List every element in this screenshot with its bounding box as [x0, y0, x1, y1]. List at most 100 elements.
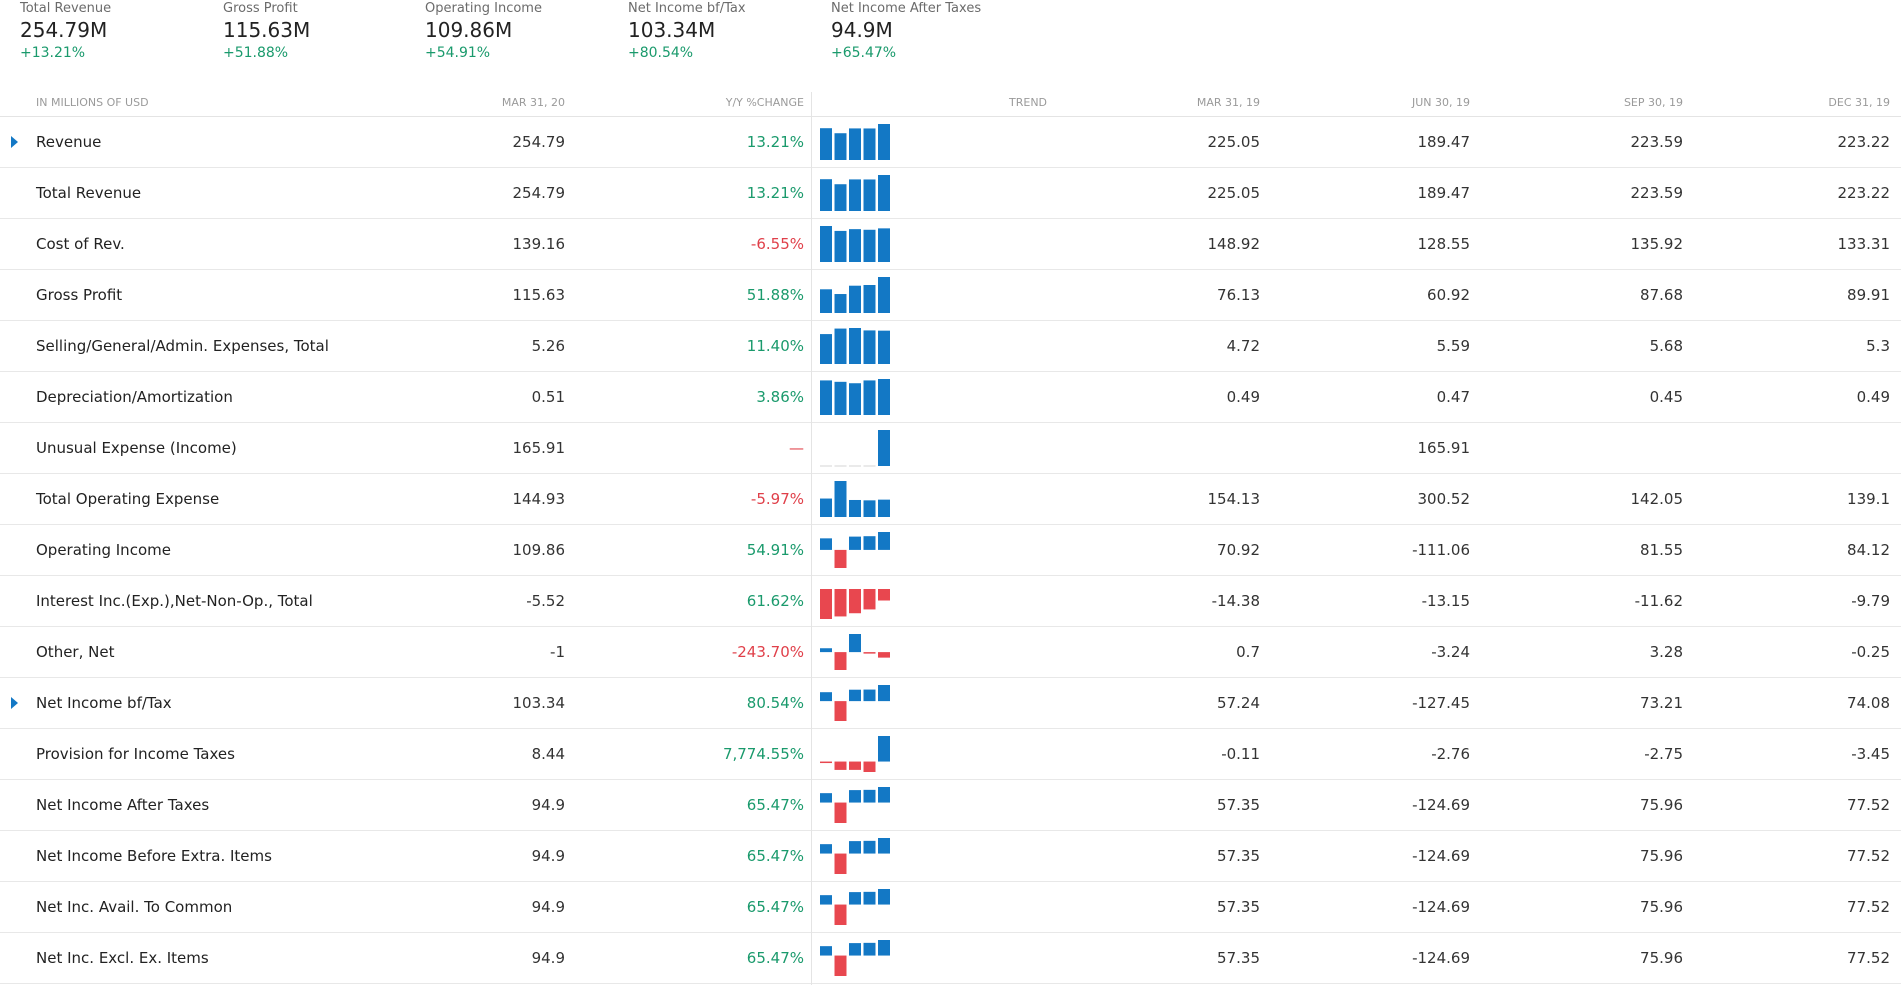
yoy-change: 51.88% [746, 286, 804, 304]
trend-bar [878, 736, 890, 762]
row-label: Total Operating Expense [36, 490, 220, 508]
summary-value: 103.34M [628, 18, 716, 42]
trend-sparkline [820, 430, 890, 467]
q2-value: 5.59 [1436, 337, 1470, 355]
trend-baseline [834, 465, 847, 467]
header-yoy-change[interactable]: Y/Y %CHANGE [725, 96, 804, 109]
trend-bar [834, 904, 847, 925]
q1-value: 57.35 [1217, 847, 1260, 865]
current-value: 165.91 [512, 439, 566, 457]
trend-bar [863, 330, 876, 364]
table-row[interactable]: Net Income bf/Tax 103.34 80.54% 57.24 -127.4… [0, 678, 1901, 729]
table-row[interactable]: Net Income After Taxes 94.9 65.47% 57.35 -12… [0, 780, 1901, 831]
q3-value: 75.96 [1640, 949, 1683, 967]
trend-bar [820, 226, 832, 262]
summary-item: Operating Income 109.86M +54.91% [425, 0, 542, 64]
q2-value: -2.76 [1431, 745, 1470, 763]
trend-bar [820, 179, 832, 211]
trend-baseline [849, 465, 861, 467]
table-row[interactable]: Other, Net -1 -243.70% 0.7 -3.24 3.28 -0.25 [0, 627, 1901, 678]
trend-bar [834, 133, 847, 160]
trend-sparkline [820, 634, 890, 670]
trend-bar [820, 844, 832, 854]
trend-bar [849, 229, 861, 262]
trend-bar [849, 128, 861, 160]
summary-value: 115.63M [223, 18, 311, 42]
table-row[interactable]: Net Income Before Extra. Items 94.9 65.47%… [0, 831, 1901, 882]
row-label: Net Inc. Avail. To Common [36, 898, 233, 916]
trend-bar [878, 430, 890, 466]
q4-value: -9.79 [1851, 592, 1890, 610]
trend-bar [849, 285, 861, 313]
yoy-change: 7,774.55% [722, 745, 804, 763]
table-row[interactable]: Total Operating Expense 144.93 -5.97% 154.1… [0, 474, 1901, 525]
trend-baseline [863, 465, 876, 467]
header-current-period[interactable]: MAR 31, 20 [501, 96, 565, 109]
table-row[interactable]: Net Inc. Excl. Ex. Items 94.9 65.47% 57.35 -… [0, 933, 1901, 984]
q3-value: -11.62 [1634, 592, 1683, 610]
q1-value: 225.05 [1207, 184, 1261, 202]
table-row[interactable]: Selling/General/Admin. Expenses, Total 5.… [0, 321, 1901, 372]
trend-bar [878, 838, 890, 854]
q2-value: -127.45 [1412, 694, 1470, 712]
q4-value: 0.49 [1856, 388, 1890, 406]
trend-bar [820, 334, 832, 364]
header-q1[interactable]: MAR 31, 19 [1196, 96, 1260, 109]
q2-value: 128.55 [1417, 235, 1471, 253]
expand-triangle-icon[interactable] [11, 697, 18, 709]
table-row[interactable]: Cost of Rev. 139.16 -6.55% 148.92 128.55 135.… [0, 219, 1901, 270]
q4-value: 84.12 [1847, 541, 1890, 559]
row-label: Depreciation/Amortization [36, 388, 233, 406]
trend-bar [863, 689, 876, 702]
q2-value: -3.24 [1431, 643, 1470, 661]
trend-bar [820, 946, 832, 956]
trend-bar [820, 289, 832, 313]
trend-bar [820, 589, 832, 619]
trend-bar [863, 380, 876, 415]
table-row[interactable]: Interest Inc.(Exp.),Net-Non-Op., Total -5… [0, 576, 1901, 627]
header-q4[interactable]: DEC 31, 19 [1828, 96, 1890, 109]
trend-bar [834, 230, 847, 262]
trend-bar [878, 228, 890, 262]
table-row[interactable]: Unusual Expense (Income) 165.91 — 165.91 [0, 423, 1901, 474]
trend-bar [878, 499, 890, 517]
table-row[interactable]: Net Inc. Avail. To Common 94.9 65.47% 57.35… [0, 882, 1901, 933]
trend-bar [834, 589, 847, 617]
trend-bar [834, 381, 847, 415]
table-row[interactable]: Total Revenue 254.79 13.21% 225.05 189.47 223… [0, 168, 1901, 219]
trend-bar [820, 895, 832, 905]
summary-label: Net Income bf/Tax [628, 1, 746, 16]
trend-bar [863, 652, 876, 654]
trend-bar [834, 802, 847, 823]
q2-value: 189.47 [1417, 133, 1471, 151]
header-q2[interactable]: JUN 30, 19 [1411, 96, 1470, 109]
trend-bar [863, 942, 876, 956]
table-row[interactable]: Revenue 254.79 13.21% 225.05 189.47 223.59 223… [0, 117, 1901, 168]
header-q3[interactable]: SEP 30, 19 [1623, 96, 1683, 109]
trend-bar [849, 589, 861, 614]
trend-bar [878, 175, 890, 211]
current-value: 254.79 [512, 133, 566, 151]
table-row[interactable]: Provision for Income Taxes 8.44 7,774.55% -… [0, 729, 1901, 780]
trend-bar [849, 790, 861, 803]
table-row[interactable]: Operating Income 109.86 54.91% 70.92 -111.06… [0, 525, 1901, 576]
q3-value: -2.75 [1644, 745, 1683, 763]
row-label: Interest Inc.(Exp.),Net-Non-Op., Total [36, 592, 313, 610]
trend-bar [878, 532, 890, 550]
q1-value: 0.49 [1226, 388, 1260, 406]
table-row[interactable]: Depreciation/Amortization 0.51 3.86% 0.49 0.… [0, 372, 1901, 423]
current-value: 115.63 [512, 286, 566, 304]
current-value: 144.93 [512, 490, 566, 508]
expand-triangle-icon[interactable] [11, 136, 18, 148]
q3-value: 75.96 [1640, 847, 1683, 865]
trend-bar [878, 330, 890, 364]
summary-value: 254.79M [20, 18, 108, 42]
q2-value: -111.06 [1412, 541, 1470, 559]
trend-bar [849, 689, 861, 702]
table-row[interactable]: Gross Profit 115.63 51.88% 76.13 60.92 87.68 8… [0, 270, 1901, 321]
summary-change: +65.47% [831, 45, 897, 61]
trend-sparkline [820, 124, 890, 160]
trend-bar [863, 229, 876, 262]
trend-bar [820, 692, 832, 702]
row-label: Unusual Expense (Income) [36, 439, 237, 457]
